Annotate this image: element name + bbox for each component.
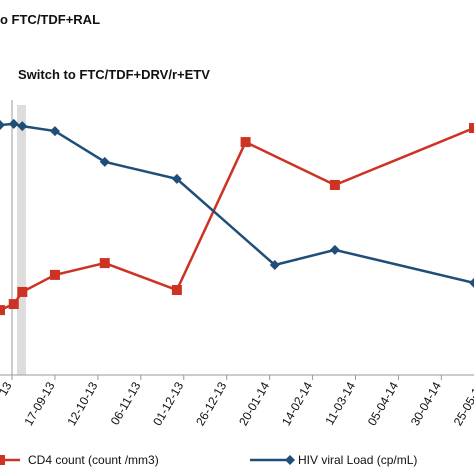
series-line xyxy=(0,122,474,285)
x-tick-label: 05-04-14 xyxy=(365,379,401,428)
marker xyxy=(469,277,474,288)
x-tick-label: 20-01-14 xyxy=(236,379,272,428)
marker xyxy=(329,179,340,190)
marker xyxy=(49,269,60,280)
x-tick-label: 11-03-14 xyxy=(322,379,358,427)
legend-marker xyxy=(0,455,5,465)
switch-band xyxy=(17,105,26,375)
x-tick-label: 26-12-13 xyxy=(193,379,229,428)
annotation: Switch to FTC/TDF+DRV/r+ETV xyxy=(18,67,210,82)
marker xyxy=(8,118,19,129)
marker xyxy=(269,260,280,270)
annotation: o FTC/TDF+RAL xyxy=(0,12,100,27)
x-tick-label: 14-02-14 xyxy=(279,379,315,428)
marker xyxy=(8,299,19,310)
marker xyxy=(17,121,28,132)
series-line xyxy=(0,126,474,312)
legend-marker xyxy=(285,455,295,465)
marker xyxy=(0,120,5,131)
x-tick-label: 12-10-13 xyxy=(64,379,100,428)
x-tick-label: 30-04-14 xyxy=(408,379,444,428)
marker xyxy=(99,258,110,269)
marker xyxy=(469,123,474,134)
marker xyxy=(240,137,251,148)
legend-label: CD4 count (count /mm3) xyxy=(28,453,159,467)
x-tick-label: 17-09-13 xyxy=(21,379,57,428)
x-tick-label: 06-11-13 xyxy=(108,379,144,427)
marker xyxy=(17,286,28,297)
marker xyxy=(0,305,5,316)
marker xyxy=(99,156,110,167)
x-tick-label: 25-05-14 xyxy=(451,379,474,428)
legend-label: HIV viral Load (cp/mL) xyxy=(298,453,417,467)
marker xyxy=(171,285,182,296)
marker xyxy=(49,126,60,137)
x-tick-label: 13 xyxy=(0,379,15,398)
x-tick-label: 01-12-13 xyxy=(150,379,186,428)
marker xyxy=(171,173,182,184)
marker xyxy=(329,244,340,255)
